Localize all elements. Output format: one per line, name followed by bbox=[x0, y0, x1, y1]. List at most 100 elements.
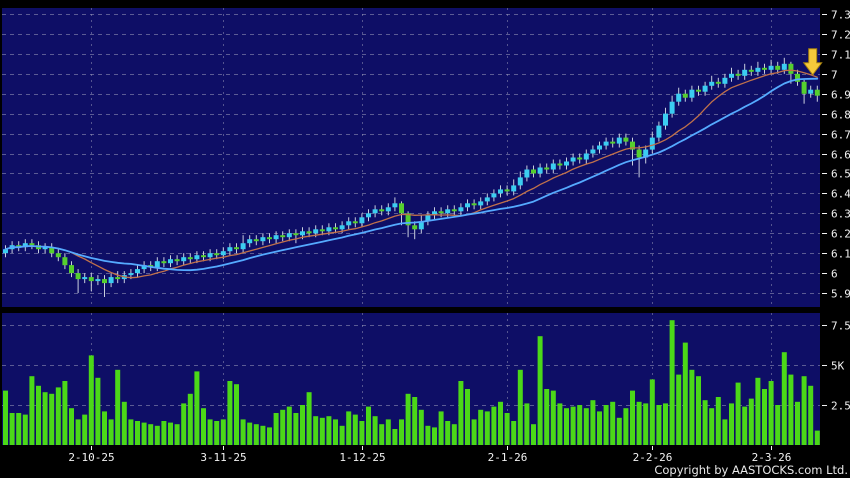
candle-up bbox=[781, 63, 787, 70]
volume-bar bbox=[280, 409, 286, 445]
candle-up bbox=[207, 253, 213, 258]
candle-down bbox=[636, 149, 642, 158]
volume-bar bbox=[392, 429, 398, 445]
volume-bar bbox=[352, 414, 358, 445]
candle-down bbox=[333, 227, 338, 230]
volume-bar bbox=[306, 392, 312, 445]
candle-up bbox=[392, 203, 398, 208]
candle-down bbox=[775, 65, 781, 70]
volume-bar bbox=[187, 393, 193, 445]
candle-up bbox=[432, 211, 437, 216]
candle-down bbox=[234, 247, 239, 250]
candle-up bbox=[597, 145, 602, 150]
candle-down bbox=[610, 141, 616, 144]
candle-up bbox=[42, 247, 48, 250]
volume-bar bbox=[82, 414, 88, 445]
price-axis-label: 6.6 bbox=[831, 149, 850, 162]
candle-up bbox=[729, 73, 734, 78]
candle-down bbox=[405, 213, 411, 226]
candle-up bbox=[273, 235, 279, 240]
volume-bar bbox=[656, 405, 662, 445]
volume-bar bbox=[636, 401, 642, 445]
volume-bar bbox=[597, 411, 602, 445]
candle-up bbox=[689, 89, 695, 98]
candle-up bbox=[676, 93, 682, 102]
x-axis-label: 3-11-25 bbox=[200, 451, 246, 464]
volume-bar bbox=[273, 413, 279, 445]
candle-up bbox=[22, 243, 28, 248]
volume-bar bbox=[339, 425, 345, 445]
volume-bar bbox=[22, 414, 28, 445]
x-axis-label: 2-10-25 bbox=[68, 451, 114, 464]
candle-up bbox=[649, 137, 655, 150]
volume-bar bbox=[240, 419, 246, 445]
candle-up bbox=[498, 189, 503, 194]
price-axis-label: 7.2 bbox=[831, 29, 850, 42]
volume-bar bbox=[550, 390, 556, 445]
candle-up bbox=[616, 137, 622, 144]
volume-bar bbox=[102, 411, 107, 445]
volume-bar bbox=[682, 342, 688, 445]
candle-up bbox=[709, 81, 715, 86]
volume-bar bbox=[36, 385, 41, 445]
candle-up bbox=[524, 169, 530, 178]
candle-down bbox=[280, 235, 286, 238]
candle-down bbox=[531, 169, 536, 174]
candle-up bbox=[194, 255, 200, 260]
volume-bar bbox=[577, 405, 583, 445]
volume-bar bbox=[715, 397, 721, 445]
volume-bar bbox=[808, 385, 814, 445]
volume-bar bbox=[676, 374, 682, 445]
volume-bar bbox=[333, 419, 338, 445]
volume-bar bbox=[385, 419, 391, 445]
candle-up bbox=[484, 197, 490, 202]
volume-bar bbox=[418, 409, 424, 445]
volume-bar bbox=[425, 425, 431, 445]
volume-bar bbox=[755, 377, 761, 445]
volume-bar bbox=[623, 408, 629, 445]
volume-bar bbox=[168, 422, 173, 445]
volume-bar bbox=[775, 405, 781, 445]
volume-bar bbox=[141, 422, 147, 445]
volume-bar bbox=[748, 398, 754, 445]
candle-down bbox=[504, 189, 510, 192]
candle-down bbox=[795, 73, 800, 82]
candle-down bbox=[16, 245, 22, 248]
candle-up bbox=[128, 273, 134, 276]
price-axis-label: 5.9 bbox=[831, 288, 850, 301]
candle-down bbox=[696, 89, 701, 92]
candle-down bbox=[557, 163, 563, 166]
volume-bar bbox=[174, 424, 180, 445]
volume-bar bbox=[247, 422, 253, 445]
volume-bar bbox=[702, 400, 708, 445]
volume-bar bbox=[161, 421, 167, 445]
down-arrow-annotation bbox=[802, 48, 823, 76]
candle-up bbox=[3, 249, 8, 254]
volume-bar bbox=[135, 421, 140, 445]
volume-bar bbox=[95, 377, 101, 445]
candle-up bbox=[755, 67, 761, 72]
volume-bar bbox=[121, 401, 127, 445]
volume-bar bbox=[498, 401, 503, 445]
candle-up bbox=[425, 215, 431, 222]
volume-bar bbox=[207, 419, 213, 445]
candle-down bbox=[75, 273, 81, 280]
candle-up bbox=[326, 227, 332, 232]
candle-up bbox=[808, 89, 814, 94]
volume-bar bbox=[531, 424, 536, 445]
x-axis-label: 1-12-25 bbox=[339, 451, 385, 464]
candle-up bbox=[491, 193, 497, 198]
volume-axis-label: 2.5K bbox=[831, 400, 850, 413]
volume-bar bbox=[630, 390, 635, 445]
volume-bar bbox=[9, 413, 15, 445]
volume-bar bbox=[781, 352, 787, 445]
candle-up bbox=[445, 209, 451, 214]
volume-bar bbox=[108, 419, 114, 445]
volume-bar bbox=[88, 355, 94, 445]
volume-bar bbox=[742, 406, 748, 445]
volume-axis-label: 7.5K bbox=[831, 320, 850, 333]
volume-bar bbox=[438, 411, 444, 445]
candle-up bbox=[564, 161, 569, 166]
volume-bar bbox=[517, 369, 523, 445]
